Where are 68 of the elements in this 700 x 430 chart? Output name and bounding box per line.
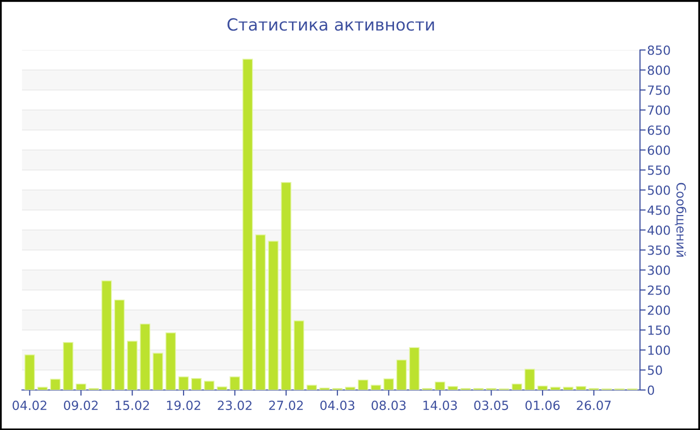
- bar: [152, 352, 164, 390]
- bar: [434, 382, 446, 390]
- bar: [204, 380, 214, 390]
- bar: [140, 324, 150, 390]
- x-tick-label: 04.02: [12, 400, 46, 410]
- bar: [50, 378, 61, 390]
- x-tick-label: 03.05: [474, 400, 508, 410]
- bar: [512, 384, 522, 390]
- y-tick-label: 50: [648, 365, 662, 375]
- y-tick-label: 100: [648, 345, 670, 355]
- bar: [370, 384, 382, 390]
- chart-title: Статистика активности: [228, 18, 434, 31]
- bar: [562, 386, 574, 390]
- x-tick-label: 26.07: [576, 400, 611, 410]
- bar: [255, 234, 266, 390]
- y-tick-label: 500: [648, 185, 670, 195]
- x-tick-label: 04.03: [320, 400, 354, 410]
- bar: [216, 386, 228, 390]
- bar: [524, 368, 535, 390]
- bar: [37, 386, 48, 390]
- bar: [178, 376, 189, 390]
- x-tick-label: 14.03: [423, 400, 457, 410]
- bar: [576, 386, 586, 390]
- bar: [268, 240, 279, 390]
- bar: [191, 378, 202, 390]
- bar: [345, 386, 356, 390]
- bar: [306, 384, 317, 390]
- y-tick-label: 350: [648, 245, 670, 255]
- bar: [409, 347, 420, 390]
- x-tick-label: 09.02: [64, 400, 98, 410]
- bar: [242, 58, 253, 390]
- y-tick-label: 250: [648, 285, 670, 295]
- bar: [550, 386, 561, 390]
- y-tick-label: 800: [648, 65, 670, 75]
- y-tick-label: 550: [648, 165, 670, 175]
- y-tick-label: 700: [648, 105, 670, 115]
- y-tick-label: 300: [648, 265, 670, 275]
- bar: [383, 378, 394, 390]
- y-tick-label: 750: [648, 85, 670, 95]
- y-tick-label: 850: [648, 45, 670, 55]
- y-tick-label: 0: [648, 385, 654, 395]
- x-tick-label: 23.02: [218, 400, 252, 410]
- bar: [127, 340, 138, 390]
- y-axis-title: Сообщений: [674, 182, 686, 257]
- y-tick-label: 600: [648, 145, 670, 155]
- x-tick-label: 01.06: [525, 400, 560, 410]
- y-tick-label: 200: [648, 305, 670, 315]
- x-tick-label: 19.02: [167, 400, 200, 410]
- bar: [358, 380, 368, 390]
- x-tick-label: 08.03: [372, 400, 406, 410]
- y-tick-label: 400: [648, 225, 670, 235]
- bar: [101, 280, 112, 390]
- x-tick-label: 15.02: [116, 400, 149, 410]
- bar: [166, 332, 176, 390]
- bar: [280, 182, 292, 390]
- bar: [396, 360, 407, 390]
- bar: [62, 342, 74, 390]
- y-tick-label: 150: [648, 325, 670, 335]
- bar: [448, 386, 458, 390]
- y-tick-label: 650: [648, 125, 670, 135]
- bar: [114, 300, 125, 390]
- bar: [537, 386, 548, 390]
- bar: [230, 376, 240, 390]
- bar: [294, 320, 304, 390]
- bar: [24, 354, 35, 390]
- x-tick-label: 27.02: [269, 400, 303, 410]
- bar: [76, 384, 86, 390]
- y-tick-label: 450: [648, 205, 670, 215]
